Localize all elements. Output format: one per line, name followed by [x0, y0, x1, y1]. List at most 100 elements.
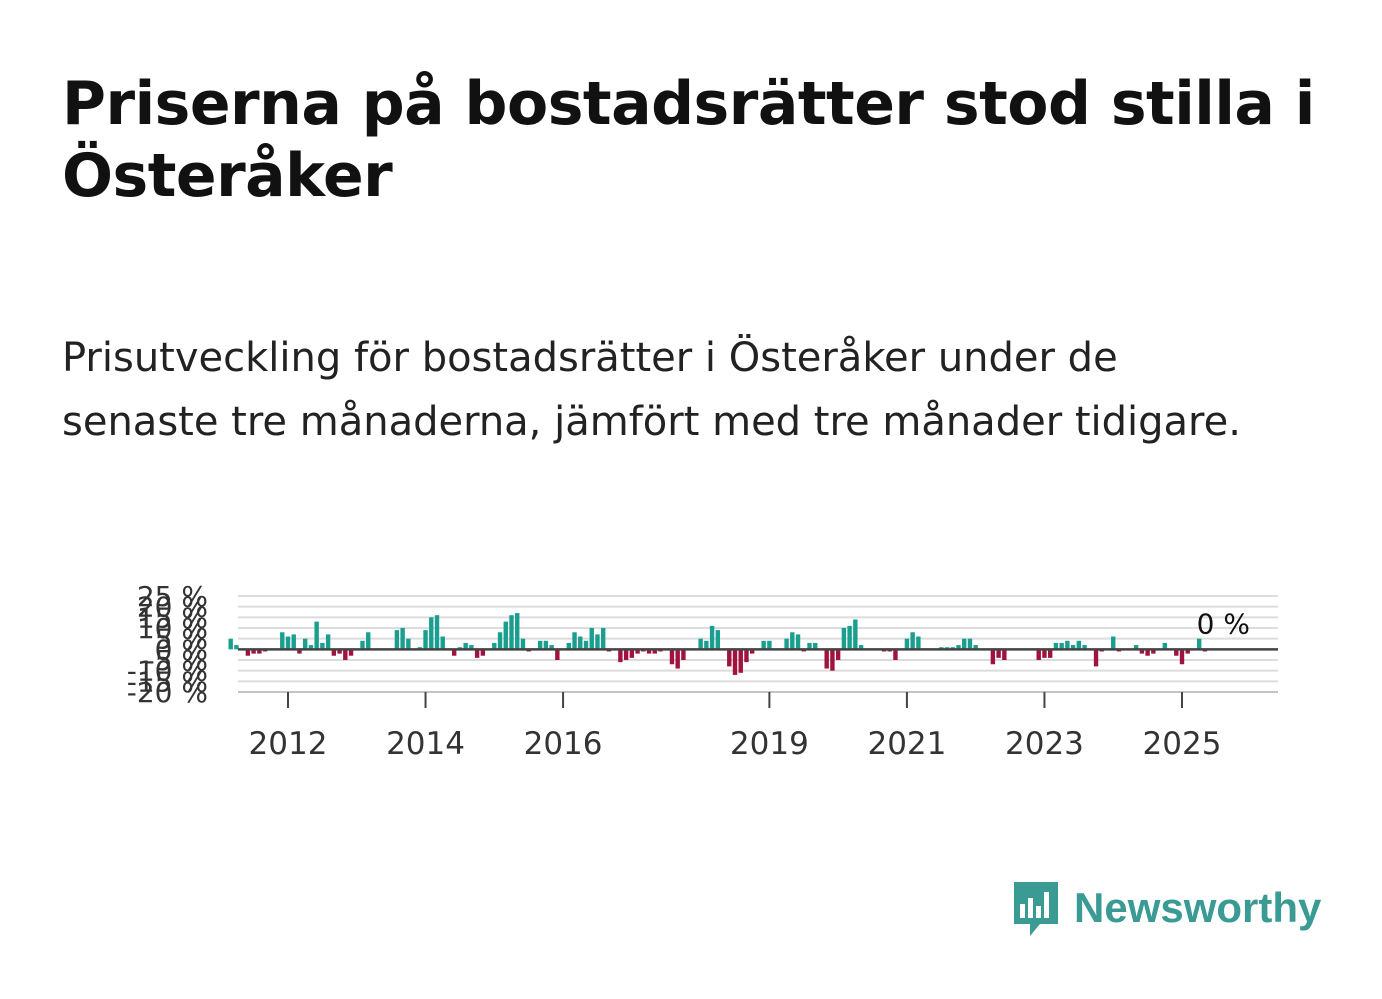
bar-negative — [629, 649, 635, 658]
bar-negative — [618, 649, 623, 663]
bar-positive — [1076, 640, 1082, 650]
bar-negative — [1047, 649, 1053, 658]
bar-negative — [990, 649, 996, 665]
bar-positive — [314, 621, 319, 650]
chart-title: Priserna på bostadsrätter stod stilla i … — [62, 69, 1315, 211]
bar-positive — [858, 645, 864, 650]
bar-negative — [245, 649, 251, 656]
bar-positive — [698, 638, 703, 650]
newsworthy-logo-text: Newsworthy — [1074, 884, 1322, 931]
bar-positive — [767, 640, 772, 650]
y-tick-label: 10 % — [137, 612, 208, 645]
newsworthy-logo[interactable]: Newsworthy — [1010, 878, 1321, 938]
bar-negative — [555, 649, 560, 660]
y-tick-label: 25 % — [137, 580, 208, 613]
bar-positive — [543, 640, 549, 650]
bar-positive — [853, 619, 858, 650]
bar-positive — [509, 615, 514, 650]
x-tick-label: 2014 — [386, 726, 465, 762]
bar-negative — [251, 649, 256, 654]
y-tick-label: 20 % — [137, 591, 208, 624]
bar-positive — [503, 621, 508, 650]
bar-positive — [228, 638, 233, 650]
bar-positive — [715, 630, 721, 650]
bar-positive — [1053, 642, 1059, 650]
bar-positive — [463, 642, 468, 650]
bar-negative — [635, 649, 640, 654]
bar-negative — [652, 649, 657, 654]
bar-positive — [1082, 645, 1087, 650]
bar-negative — [1036, 649, 1041, 660]
bar-positive — [916, 636, 921, 650]
last-value-label: 0 % — [1197, 607, 1250, 640]
bar-negative — [257, 649, 262, 654]
bar-negative — [331, 649, 337, 656]
bar-negative — [681, 649, 686, 660]
bar-positive — [761, 640, 766, 650]
bar-positive — [1070, 645, 1076, 650]
x-tick-label: 2021 — [867, 726, 946, 762]
bar-negative — [474, 649, 480, 658]
bar-positive — [400, 628, 405, 650]
x-tick-label: 2025 — [1143, 726, 1222, 762]
x-tick-label: 2016 — [524, 726, 603, 762]
y-tick-label: 0 % — [155, 633, 208, 666]
chart-subtitle: Prisutveckling för bostadsrätter i Öster… — [62, 335, 1241, 445]
y-tick-label: -10 % — [127, 655, 208, 688]
bar-positive — [440, 636, 445, 650]
bar-positive — [595, 634, 600, 650]
bar-negative — [480, 649, 486, 656]
x-tick-label: 2012 — [249, 726, 328, 762]
bar-positive — [549, 645, 554, 650]
bar-positive — [784, 638, 789, 650]
bar-positive — [520, 638, 526, 650]
newsworthy-logo-icon — [1014, 882, 1058, 936]
bar-positive — [956, 645, 961, 650]
bar-negative — [738, 649, 743, 673]
bar-positive — [325, 634, 331, 650]
bar-negative — [1179, 649, 1185, 665]
bar-negative — [343, 649, 348, 660]
y-tick-label: -5 % — [145, 644, 208, 677]
bar-negative — [1185, 649, 1190, 654]
bar-negative — [1093, 649, 1099, 667]
bar-positive — [1196, 638, 1202, 650]
bar-negative — [1139, 649, 1145, 654]
bar-negative — [1151, 649, 1156, 654]
bar-negative — [669, 649, 675, 665]
bar-positive — [709, 625, 715, 650]
bar-positive — [572, 632, 577, 650]
bar-positive — [429, 617, 434, 650]
bar-negative — [337, 649, 342, 654]
bar-positive — [807, 642, 812, 650]
bar-negative — [675, 649, 680, 669]
bar-positive — [962, 638, 967, 650]
bar-positive — [537, 640, 543, 650]
bar-positive — [302, 638, 308, 650]
x-tick-label: 2019 — [730, 726, 809, 762]
bar-positive — [1111, 636, 1116, 650]
bar-positive — [291, 634, 296, 650]
bar-negative — [749, 649, 755, 654]
bar-positive — [492, 642, 497, 650]
bar-negative — [732, 649, 738, 675]
bar-negative — [893, 649, 898, 660]
bar-positive — [578, 636, 583, 650]
bar-positive — [1065, 640, 1070, 650]
bar-negative — [727, 649, 732, 667]
bar-positive — [583, 640, 589, 650]
bar-positive — [280, 632, 285, 650]
bar-positive — [967, 638, 973, 650]
bar-positive — [394, 630, 400, 650]
bar-positive — [704, 640, 709, 650]
bar-negative — [1145, 649, 1150, 656]
y-tick-label: -15 % — [127, 665, 208, 698]
bar-positive — [469, 645, 474, 650]
bar-positive — [234, 645, 239, 650]
bar-positive — [795, 634, 801, 650]
bar-negative — [1042, 649, 1047, 658]
bar-positive — [308, 645, 314, 650]
bar-positive — [790, 632, 795, 650]
bar-positive — [904, 638, 910, 650]
bar-positive — [600, 628, 606, 650]
